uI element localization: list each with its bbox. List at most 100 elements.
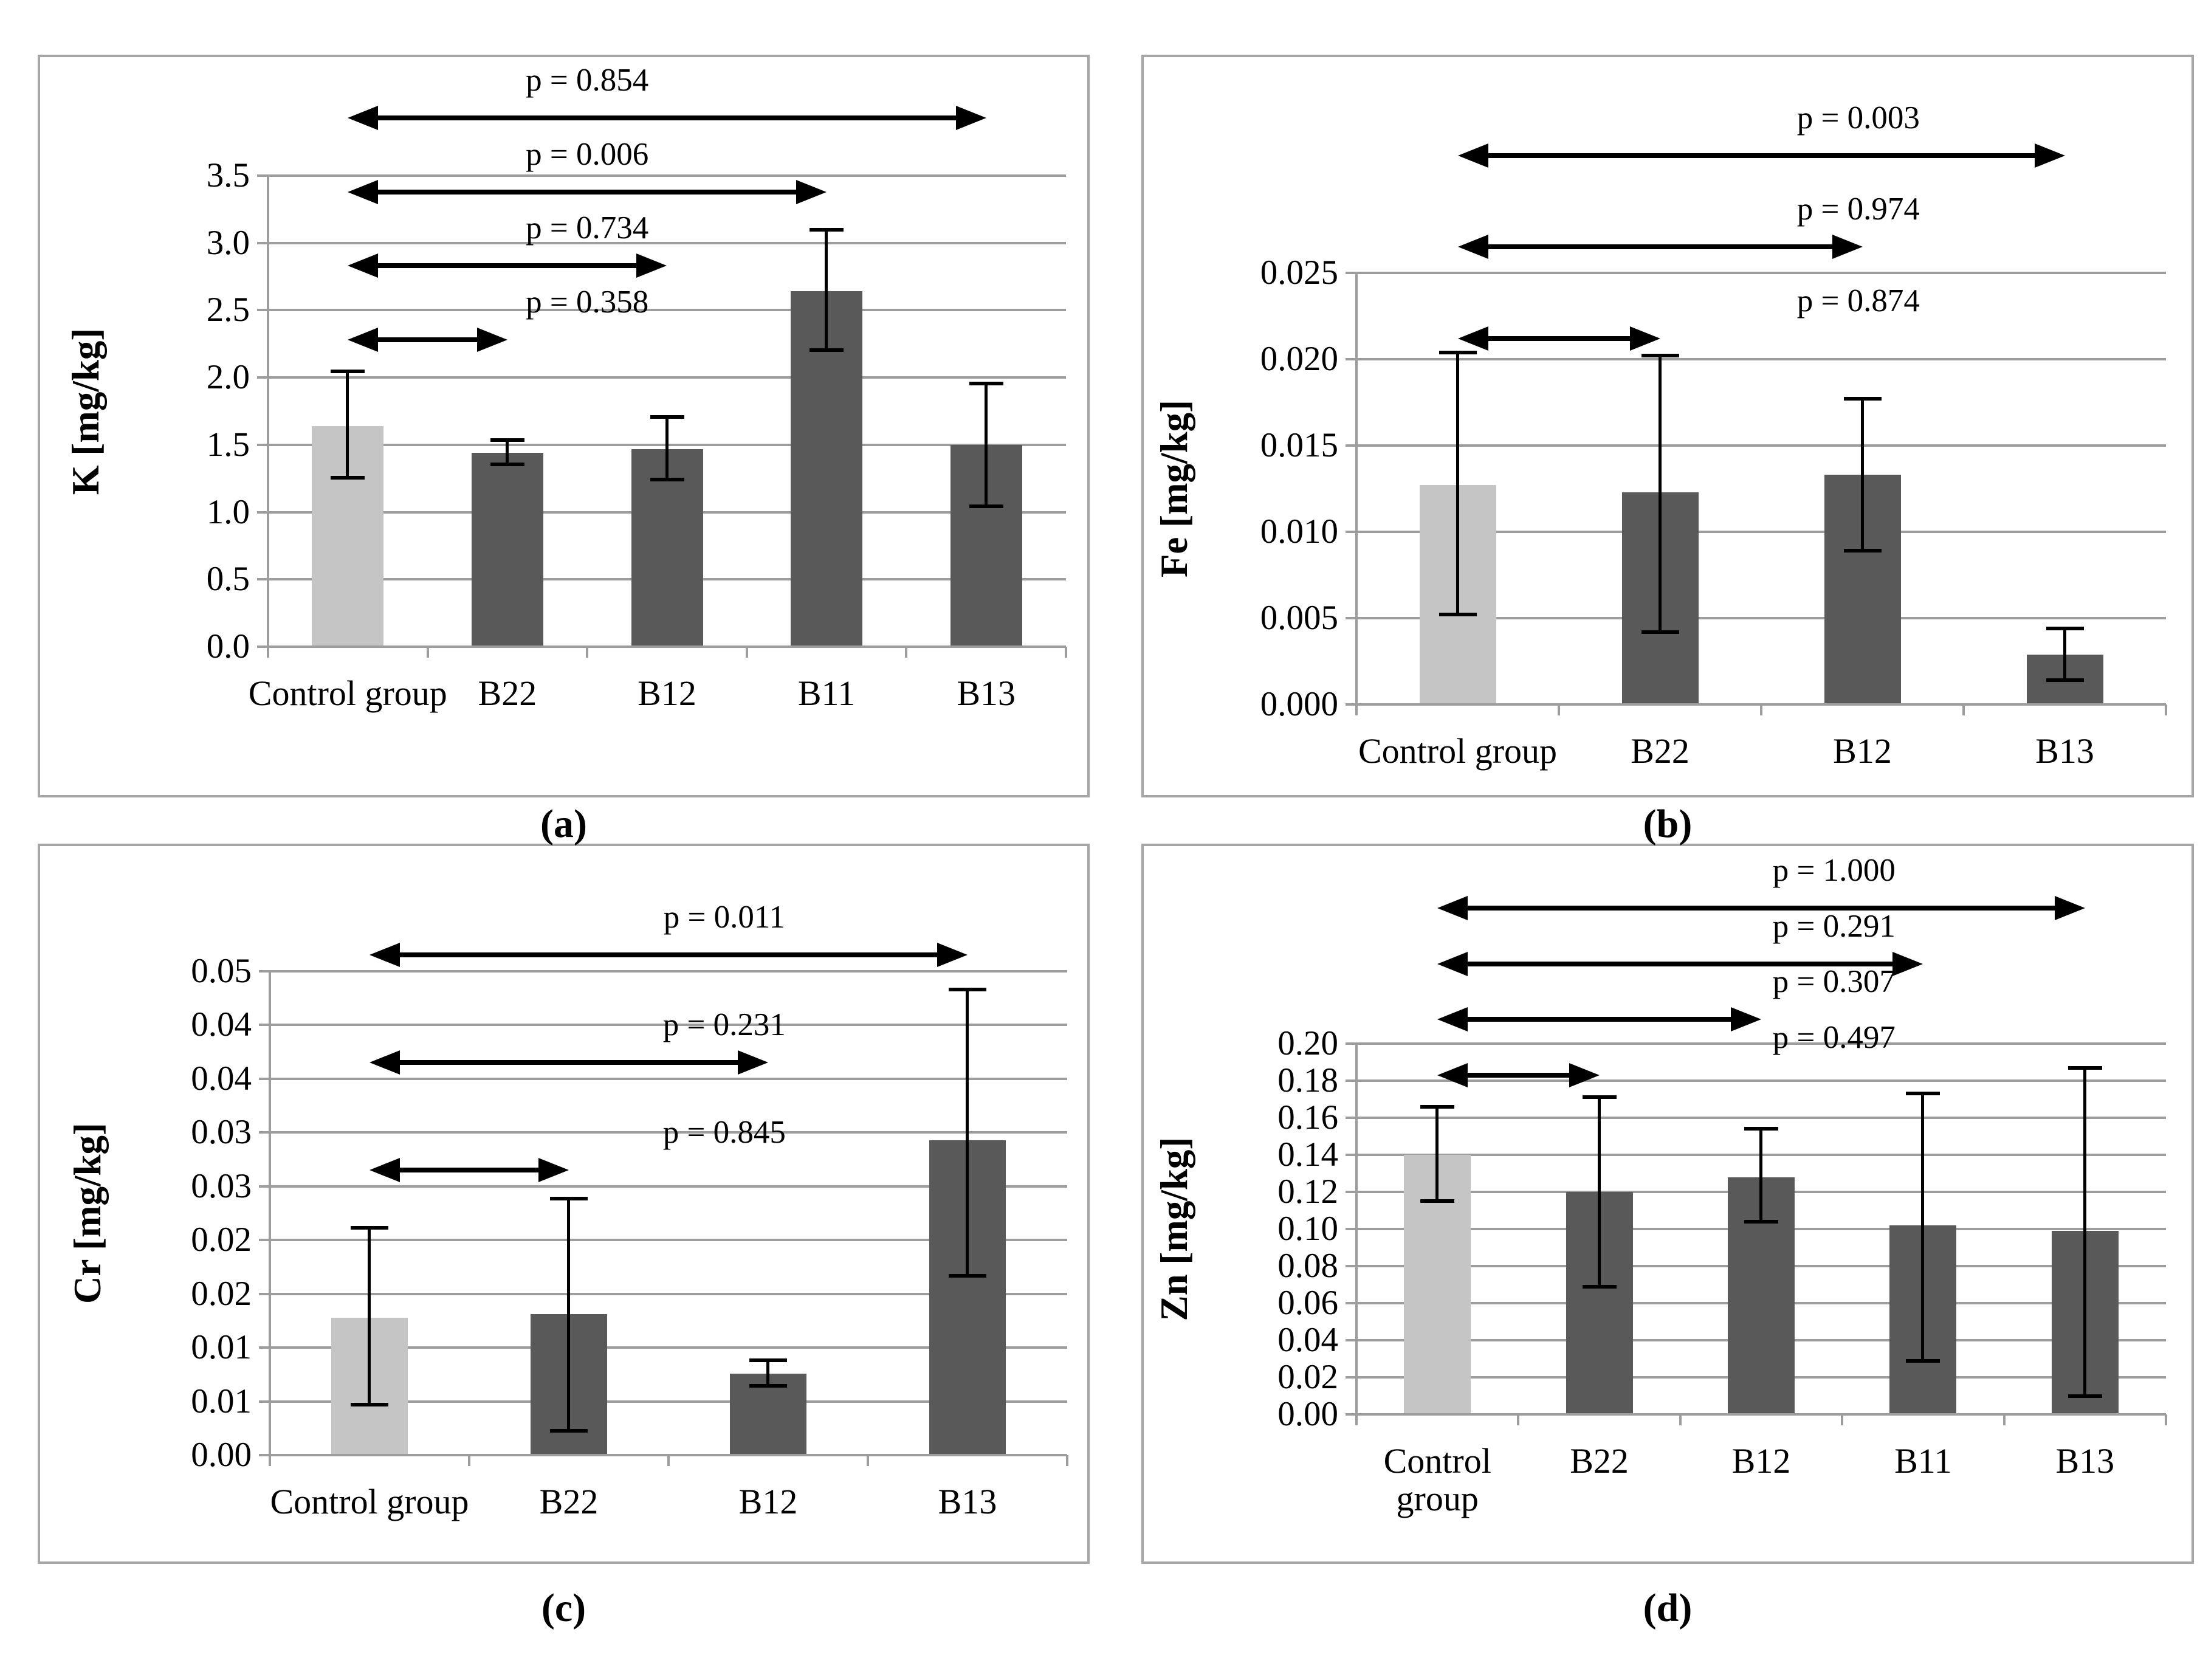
gridline bbox=[270, 1346, 1067, 1349]
p-value-label: p = 0.011 bbox=[663, 900, 785, 935]
error-bar bbox=[949, 987, 986, 1278]
error-bar bbox=[650, 415, 684, 481]
y-tick-label: 0.02 bbox=[191, 1220, 252, 1259]
y-axis-line bbox=[267, 174, 269, 648]
panel-caption-c: (c) bbox=[541, 1586, 586, 1630]
y-axis-tick bbox=[1346, 1191, 1356, 1193]
arrow-right-head-icon bbox=[2054, 896, 2085, 921]
y-axis-title: Cr [mg/kg] bbox=[66, 1122, 109, 1304]
y-axis-tick bbox=[1346, 1042, 1356, 1045]
y-tick-label: 0.04 bbox=[191, 1059, 252, 1098]
x-axis-tick bbox=[2165, 1414, 2167, 1425]
x-tick-label: B12 bbox=[638, 673, 696, 713]
error-bar-cap-bottom bbox=[969, 504, 1003, 508]
arrow-right-head-icon bbox=[1832, 235, 1863, 260]
gridline bbox=[270, 1400, 1067, 1403]
error-bar-stem bbox=[1860, 397, 1864, 553]
error-bar-cap-bottom bbox=[1744, 1219, 1778, 1224]
arrow-shaft bbox=[1488, 336, 1630, 341]
error-bar-stem bbox=[368, 1226, 371, 1407]
y-tick-label: 0.06 bbox=[1277, 1284, 1338, 1322]
error-bar-cap-top bbox=[1906, 1092, 1940, 1096]
arrow-left-head-icon bbox=[370, 943, 400, 968]
x-axis-line bbox=[259, 1454, 1067, 1456]
arrow-shaft bbox=[400, 1060, 738, 1065]
error-bar-cap-top bbox=[351, 1226, 388, 1230]
gridline bbox=[268, 241, 1066, 244]
y-tick-label: 0.00 bbox=[1277, 1395, 1338, 1433]
x-tick-label: Control group bbox=[1383, 1441, 1491, 1518]
panel-c-chart-Cr: 0.05 0.04 0.04 0.03 0.03 0.02 0.02 0.01 0.01 0.00… bbox=[38, 844, 1090, 1564]
gridline bbox=[1356, 1117, 2166, 1119]
error-bar-cap-top bbox=[749, 1358, 787, 1362]
y-axis-tick bbox=[257, 511, 268, 514]
gridline bbox=[270, 1239, 1067, 1242]
arrow-left-head-icon bbox=[1437, 1062, 1468, 1087]
p-value-label: p = 0.003 bbox=[1796, 100, 1920, 136]
y-tick-label: 0.16 bbox=[1277, 1098, 1338, 1137]
y-tick-label: 0.010 bbox=[1260, 512, 1338, 551]
significance-arrow bbox=[348, 253, 667, 278]
y-axis-line bbox=[1355, 1042, 1358, 1416]
error-bar-cap-top bbox=[550, 1197, 588, 1201]
y-tick-label: 0.020 bbox=[1260, 340, 1338, 378]
y-tick-label: 0.02 bbox=[191, 1274, 252, 1313]
x-tick-label: B11 bbox=[1894, 1441, 1952, 1481]
y-tick-label: 0.05 bbox=[191, 952, 252, 990]
x-tick-label: B13 bbox=[2055, 1441, 2115, 1481]
x-axis-tick bbox=[1679, 1414, 1682, 1425]
error-bar bbox=[969, 381, 1003, 508]
error-bar bbox=[1439, 350, 1477, 617]
error-bar-cap-top bbox=[1843, 397, 1882, 401]
gridline bbox=[270, 1185, 1067, 1188]
y-axis-title: K [mg/kg] bbox=[64, 328, 107, 495]
error-bar-cap-top bbox=[331, 369, 365, 373]
significance-arrow bbox=[348, 105, 986, 130]
error-bar-cap-bottom bbox=[1420, 1199, 1455, 1203]
arrow-right-head-icon bbox=[937, 943, 968, 968]
significance-arrow bbox=[1437, 1007, 1761, 1032]
p-value-label: p = 0.854 bbox=[526, 62, 649, 98]
x-axis-tick bbox=[745, 647, 748, 658]
y-axis-tick bbox=[259, 1292, 270, 1295]
y-tick-label: 0.5 bbox=[206, 560, 250, 599]
error-bar-cap-top bbox=[810, 228, 844, 232]
y-axis-tick bbox=[1346, 1079, 1356, 1082]
error-bar bbox=[550, 1197, 588, 1433]
y-axis-tick bbox=[1346, 1154, 1356, 1156]
gridline bbox=[270, 1131, 1067, 1134]
error-bar-cap-bottom bbox=[650, 477, 684, 481]
error-bar bbox=[1843, 397, 1882, 553]
significance-arrow bbox=[370, 943, 968, 968]
arrow-right-head-icon bbox=[1892, 951, 1923, 976]
bar-b22 bbox=[471, 453, 543, 647]
x-axis-line bbox=[1346, 703, 2166, 706]
y-tick-label: 0.14 bbox=[1277, 1135, 1338, 1174]
p-value-label: p = 0.845 bbox=[662, 1115, 786, 1151]
x-axis-tick bbox=[1760, 704, 1762, 715]
arrow-shaft bbox=[378, 189, 797, 195]
x-axis-tick bbox=[267, 647, 269, 658]
x-axis-tick bbox=[667, 1455, 670, 1466]
y-axis-tick bbox=[257, 309, 268, 312]
x-axis-tick bbox=[1841, 1414, 1844, 1425]
arrow-left-head-icon bbox=[348, 253, 379, 278]
x-tick-label: B13 bbox=[2035, 731, 2094, 771]
gridline bbox=[268, 309, 1066, 312]
x-axis-line bbox=[1346, 1413, 2166, 1416]
error-bar bbox=[1641, 354, 1679, 634]
x-tick-label: B11 bbox=[797, 673, 856, 713]
error-bar-cap-top bbox=[2046, 627, 2084, 631]
y-axis-tick bbox=[259, 1185, 270, 1188]
y-axis-tick bbox=[259, 1131, 270, 1134]
y-tick-label: 0.025 bbox=[1260, 253, 1338, 292]
y-axis-tick bbox=[257, 443, 268, 446]
y-axis-tick bbox=[1346, 1339, 1356, 1341]
error-bar-stem bbox=[665, 415, 669, 481]
error-bar-cap-bottom bbox=[949, 1274, 986, 1278]
x-tick-label: B12 bbox=[738, 1482, 798, 1521]
arrow-right-head-icon bbox=[636, 253, 667, 278]
significance-arrow bbox=[1457, 143, 2065, 168]
error-bar-cap-bottom bbox=[1439, 613, 1477, 617]
